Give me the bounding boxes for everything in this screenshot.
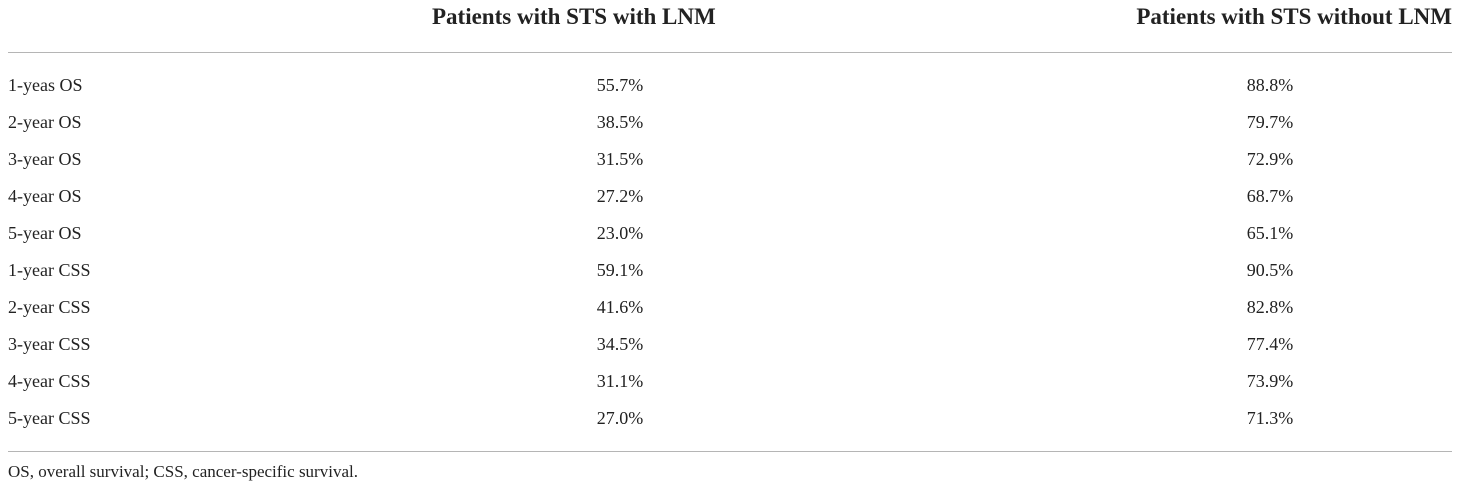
cell-without-lnm: 71.3% [1246,408,1294,428]
row-label: 1-yeas OS [8,75,83,95]
table-row: 1-year CSS 59.1% 90.5% [0,252,1460,289]
cell-with-lnm: 55.7% [596,75,644,95]
row-label: 3-year CSS [8,334,91,354]
table-row: 5-year OS 23.0% 65.1% [0,215,1460,252]
cell-with-lnm: 41.6% [596,297,644,317]
header-divider [8,52,1452,53]
table-row: 5-year CSS 27.0% 71.3% [0,400,1460,437]
table-row: 2-year OS 38.5% 79.7% [0,104,1460,141]
cell-without-lnm: 88.8% [1246,75,1294,95]
cell-without-lnm: 82.8% [1246,297,1294,317]
cell-without-lnm: 73.9% [1246,371,1294,391]
column-header-with-lnm: Patients with STS with LNM [432,4,716,29]
cell-without-lnm: 77.4% [1246,334,1294,354]
cell-without-lnm: 79.7% [1246,112,1294,132]
table-row: 3-year OS 31.5% 72.9% [0,141,1460,178]
row-label: 5-year CSS [8,408,91,428]
row-label: 5-year OS [8,223,82,243]
row-label: 2-year CSS [8,297,91,317]
footer-divider [8,451,1452,452]
cell-with-lnm: 31.1% [596,371,644,391]
row-label: 4-year CSS [8,371,91,391]
cell-without-lnm: 72.9% [1246,149,1294,169]
cell-with-lnm: 59.1% [596,260,644,280]
table-header: Patients with STS with LNM Patients with… [0,0,1460,52]
cell-without-lnm: 68.7% [1246,186,1294,206]
cell-without-lnm: 90.5% [1246,260,1294,280]
row-label: 1-year CSS [8,260,91,280]
cell-without-lnm: 65.1% [1246,223,1294,243]
row-label: 2-year OS [8,112,82,132]
table-footnote: OS, overall survival; CSS, cancer-specif… [8,462,358,481]
table-row: 3-year CSS 34.5% 77.4% [0,326,1460,363]
cell-with-lnm: 23.0% [596,223,644,243]
table-row: 4-year OS 27.2% 68.7% [0,178,1460,215]
cell-with-lnm: 38.5% [596,112,644,132]
cell-with-lnm: 34.5% [596,334,644,354]
column-header-without-lnm: Patients with STS without LNM [1136,4,1452,29]
cell-with-lnm: 27.2% [596,186,644,206]
table-row: 2-year CSS 41.6% 82.8% [0,289,1460,326]
table-row: 4-year CSS 31.1% 73.9% [0,363,1460,400]
row-label: 4-year OS [8,186,82,206]
cell-with-lnm: 27.0% [596,408,644,428]
table-row: 1-yeas OS 55.7% 88.8% [0,67,1460,104]
cell-with-lnm: 31.5% [596,149,644,169]
row-label: 3-year OS [8,149,82,169]
